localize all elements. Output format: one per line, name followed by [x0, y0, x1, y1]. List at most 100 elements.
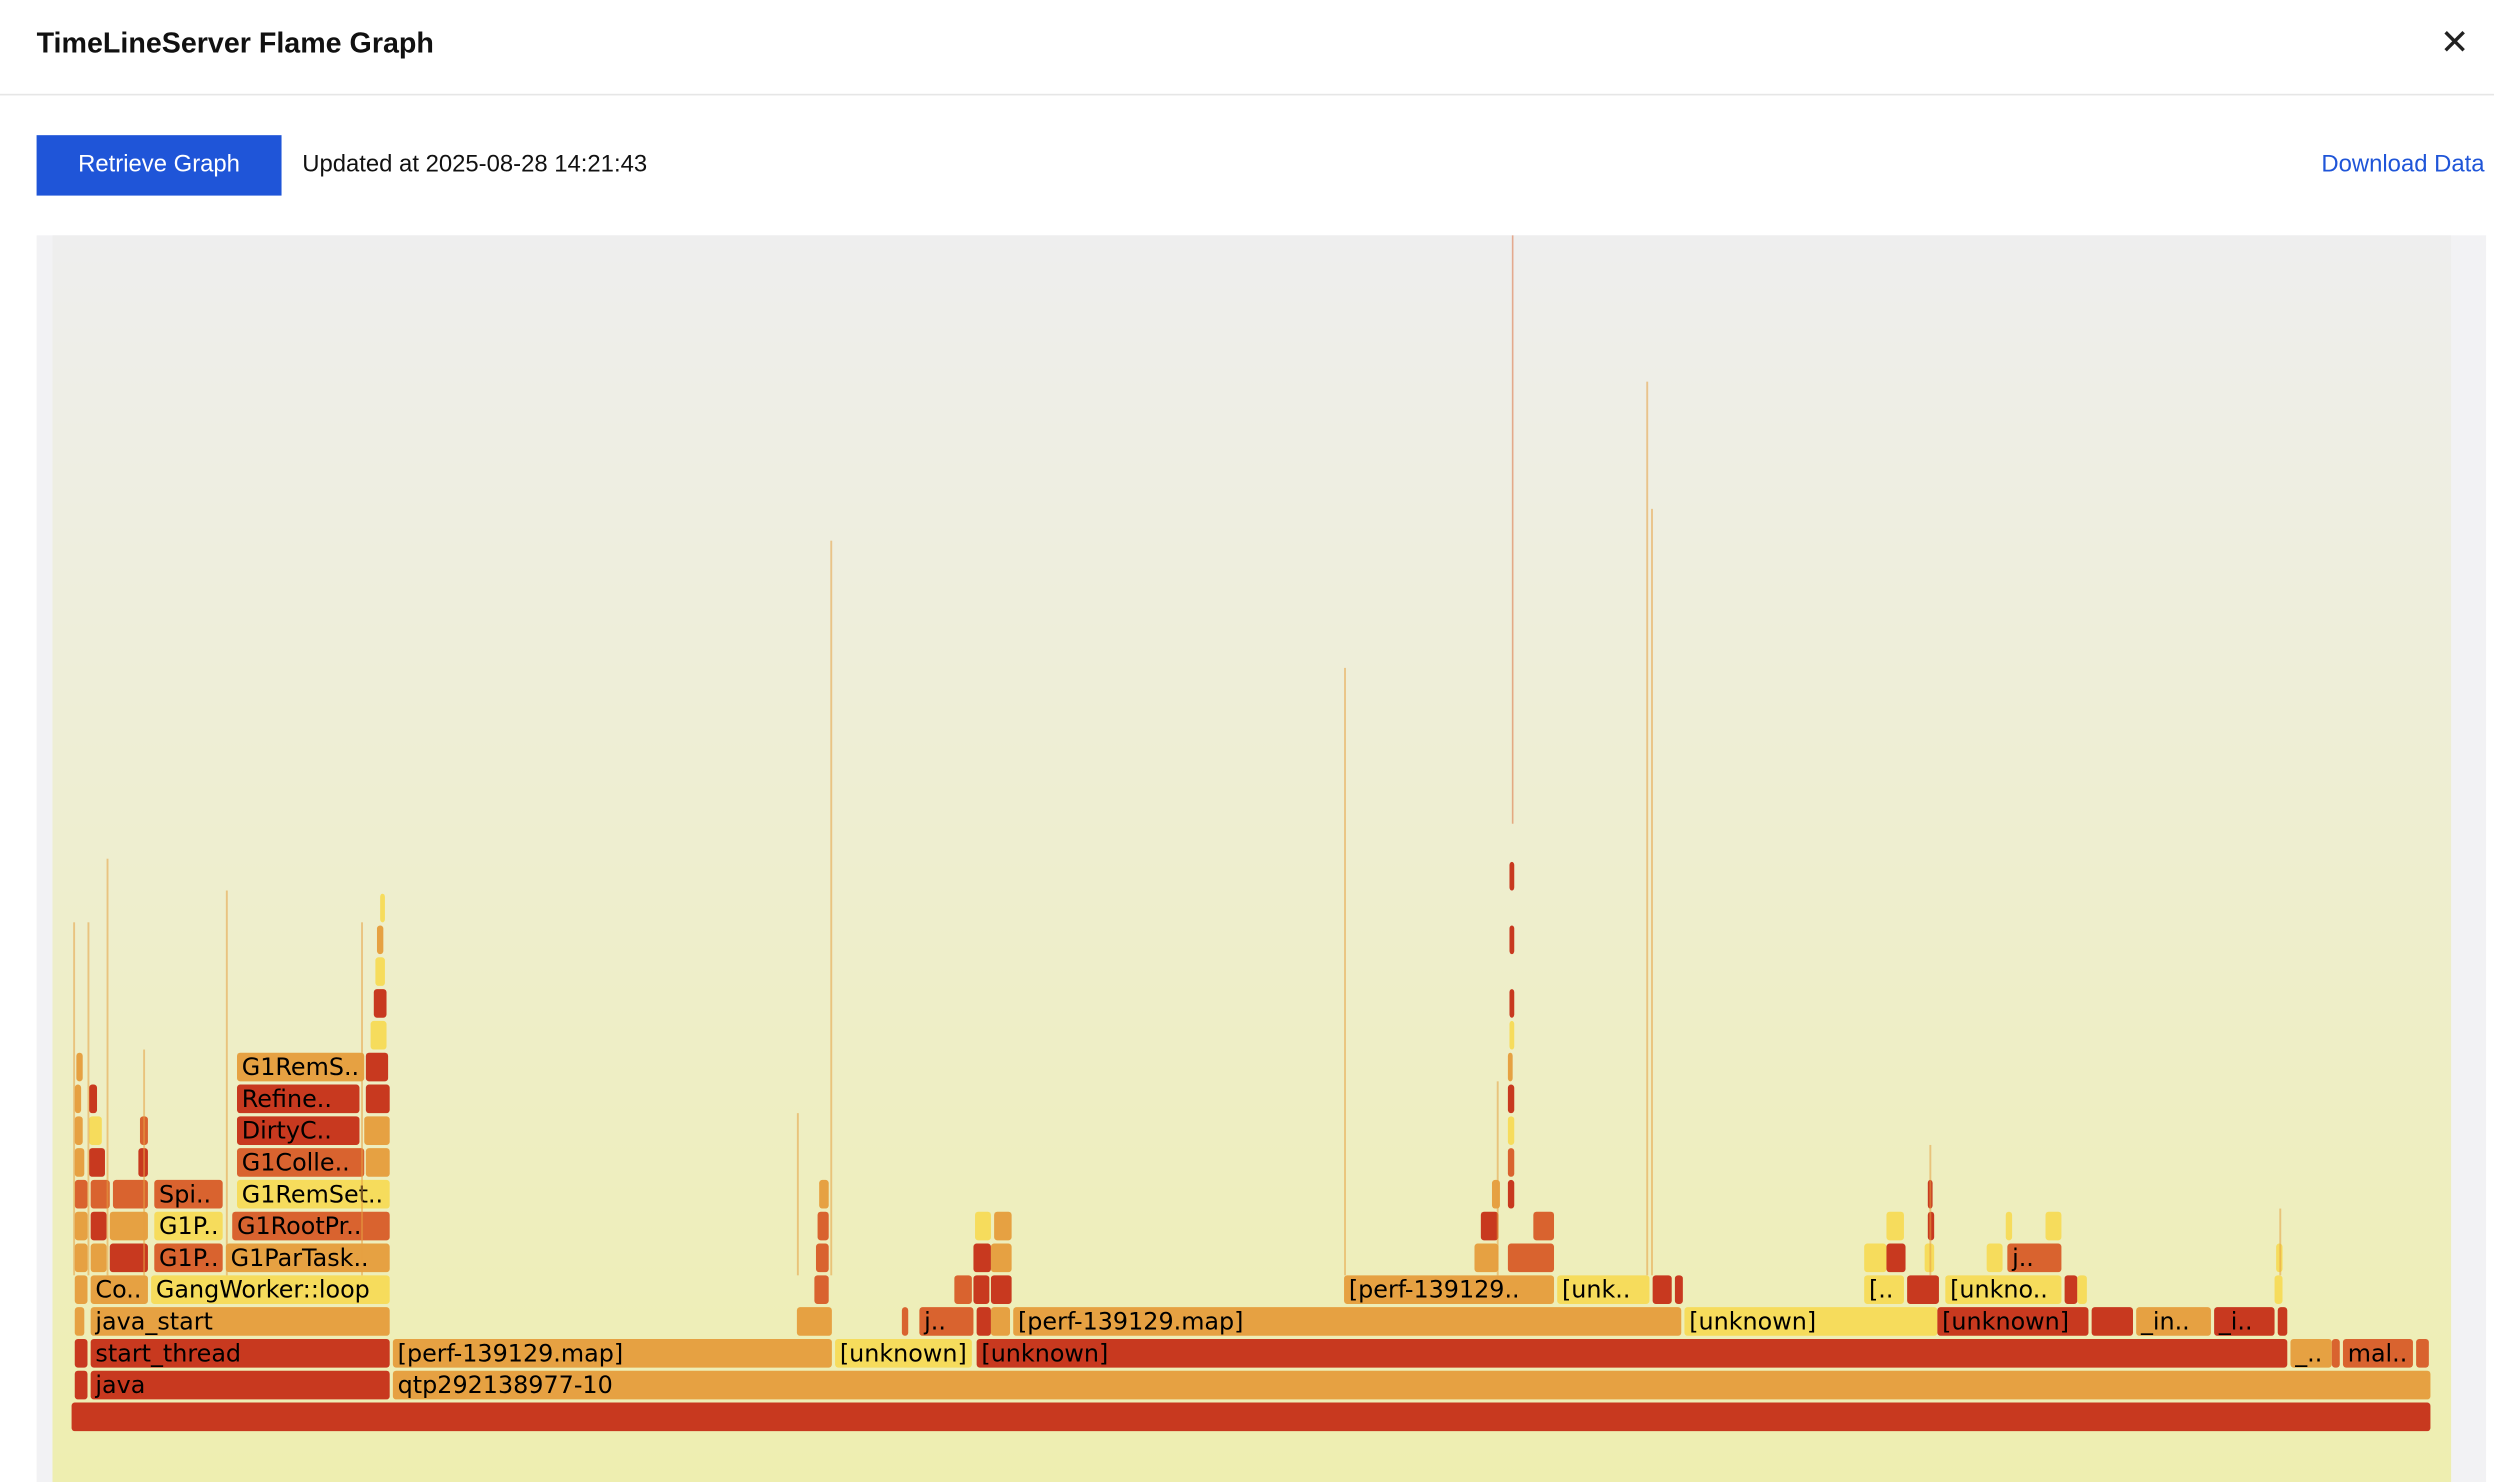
flame-frame[interactable] [990, 1243, 1012, 1273]
flame-frame[interactable] [815, 1243, 829, 1273]
flame-frame[interactable] [2136, 1307, 2211, 1336]
flame-frame[interactable] [109, 1211, 148, 1241]
flame-frame[interactable] [74, 1243, 88, 1273]
flame-frame[interactable] [1907, 1275, 1939, 1304]
flame-frame[interactable] [1013, 1307, 1682, 1336]
flame-frame[interactable] [2091, 1307, 2133, 1336]
flame-frame[interactable] [1507, 1148, 1515, 1177]
flame-frame[interactable] [154, 1243, 223, 1273]
flame-frame[interactable] [74, 1116, 83, 1145]
flame-frame[interactable] [2331, 1338, 2340, 1368]
flame-frame[interactable] [151, 1275, 390, 1304]
flame-frame[interactable] [365, 1084, 390, 1114]
flame-frame[interactable] [90, 1179, 110, 1209]
flame-frame[interactable] [1507, 1243, 1555, 1273]
flame-frame[interactable] [90, 1338, 390, 1368]
flame-frame[interactable] [236, 1116, 360, 1145]
flame-frame[interactable] [1507, 1116, 1515, 1145]
flame-frame[interactable] [2274, 1275, 2283, 1304]
flame-frame[interactable] [901, 1307, 909, 1336]
flame-frame[interactable] [1986, 1243, 2003, 1273]
flame-frame[interactable] [2077, 1275, 2087, 1304]
flame-frame[interactable] [71, 1402, 2431, 1432]
flame-frame[interactable] [976, 1338, 2288, 1368]
flame-frame[interactable] [90, 1307, 390, 1336]
flame-frame[interactable] [1886, 1243, 1906, 1273]
flame-frame[interactable] [90, 1243, 107, 1273]
flame-frame[interactable] [2290, 1338, 2332, 1368]
flame-frame[interactable] [373, 989, 387, 1018]
flame-frame[interactable] [1652, 1275, 1672, 1304]
flame-frame[interactable] [74, 1084, 82, 1114]
flame-frame[interactable] [990, 1275, 1012, 1304]
flame-frame[interactable] [1474, 1243, 1499, 1273]
flame-frame[interactable] [375, 957, 385, 986]
flame-frame[interactable] [1864, 1243, 1887, 1273]
flame-frame[interactable] [90, 1211, 107, 1241]
flame-frame[interactable] [1945, 1275, 2062, 1304]
flame-frame[interactable] [976, 1307, 991, 1336]
flame-frame[interactable] [2005, 1211, 2013, 1241]
flame-frame[interactable] [74, 1275, 88, 1304]
flame-frame[interactable] [2277, 1307, 2288, 1336]
flame-frame[interactable] [973, 1243, 991, 1273]
flame-frame[interactable] [392, 1370, 2431, 1400]
flame-frame[interactable] [89, 1084, 98, 1114]
flame-frame[interactable] [392, 1338, 832, 1368]
close-button[interactable]: ✕ [2439, 22, 2470, 63]
flame-frame[interactable] [89, 1148, 105, 1177]
flame-frame[interactable] [225, 1243, 390, 1273]
flame-frame[interactable] [1509, 989, 1515, 1018]
flame-frame[interactable] [236, 1148, 365, 1177]
flame-frame[interactable] [154, 1179, 223, 1209]
retrieve-button[interactable]: Retrieve Graph [36, 135, 282, 196]
flame-frame[interactable] [1674, 1275, 1683, 1304]
flame-frame[interactable] [1507, 1084, 1515, 1114]
flame-frame[interactable] [109, 1243, 148, 1273]
flame-frame[interactable] [1684, 1307, 1938, 1336]
flame-frame[interactable] [835, 1338, 972, 1368]
flame-frame[interactable] [112, 1179, 148, 1209]
flame-frame[interactable] [1509, 1020, 1515, 1050]
flame-frame[interactable] [74, 1148, 85, 1177]
flame-frame[interactable] [1509, 861, 1515, 891]
flame-frame[interactable] [364, 1116, 390, 1145]
flame-frame[interactable] [975, 1211, 991, 1241]
flame-frame[interactable] [1480, 1211, 1499, 1241]
flame-frame[interactable] [89, 1116, 102, 1145]
flame-frame[interactable] [74, 1307, 85, 1336]
flame-frame[interactable] [919, 1307, 974, 1336]
flame-frame[interactable] [1533, 1211, 1555, 1241]
flame-frame[interactable] [90, 1275, 148, 1304]
flame-frame[interactable] [1886, 1211, 1904, 1241]
flame-frame[interactable] [376, 925, 384, 955]
flame-frame[interactable] [2416, 1338, 2429, 1368]
flame-frame[interactable] [370, 1020, 387, 1050]
flame-frame[interactable] [76, 1052, 83, 1082]
flame-frame[interactable] [954, 1275, 972, 1304]
flame-frame[interactable] [2007, 1243, 2062, 1273]
flame-frame[interactable] [1491, 1179, 1500, 1209]
flame-frame[interactable] [74, 1338, 88, 1368]
flame-frame[interactable] [2342, 1338, 2413, 1368]
flame-frame[interactable] [74, 1211, 88, 1241]
flame-frame[interactable] [1509, 925, 1515, 955]
flame-frame[interactable] [1864, 1275, 1904, 1304]
flame-frame[interactable] [814, 1275, 829, 1304]
flame-frame[interactable] [819, 1179, 829, 1209]
flame-frame[interactable] [90, 1370, 390, 1400]
flame-frame[interactable] [138, 1148, 148, 1177]
download-link[interactable]: Download Data [2321, 151, 2485, 179]
flame-frame[interactable] [796, 1307, 832, 1336]
flame-frame[interactable] [232, 1211, 390, 1241]
flame-frame[interactable] [2064, 1275, 2078, 1304]
flame-frame[interactable] [2214, 1307, 2275, 1336]
flame-frame[interactable] [1937, 1307, 2089, 1336]
flame-frame[interactable] [154, 1211, 223, 1241]
flame-frame[interactable] [1557, 1275, 1650, 1304]
flame-frame[interactable] [817, 1211, 829, 1241]
flame-frame[interactable] [1507, 1179, 1515, 1209]
flame-frame[interactable] [365, 1148, 390, 1177]
flame-frame[interactable] [380, 893, 385, 923]
flame-frame[interactable] [74, 1370, 88, 1400]
